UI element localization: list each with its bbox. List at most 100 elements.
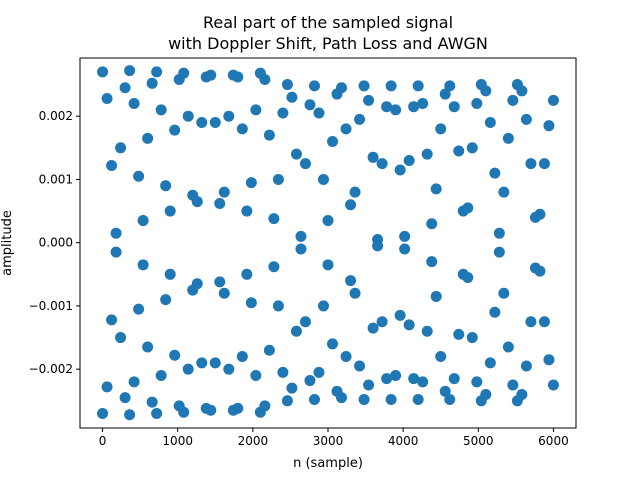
data-point bbox=[439, 88, 451, 100]
data-point bbox=[435, 351, 447, 363]
data-point bbox=[245, 177, 257, 189]
data-point bbox=[119, 392, 131, 404]
data-point bbox=[205, 69, 217, 81]
data-point bbox=[408, 101, 420, 113]
data-point bbox=[124, 409, 136, 421]
data-point bbox=[286, 382, 298, 394]
y-tick-label: 0.001 bbox=[39, 172, 73, 186]
chart-title-line2: with Doppler Shift, Path Loss and AWGN bbox=[168, 34, 488, 53]
data-point bbox=[412, 80, 424, 92]
x-tick-label: 6000 bbox=[538, 434, 569, 448]
data-point bbox=[516, 388, 528, 400]
data-point bbox=[498, 287, 510, 299]
data-point bbox=[489, 306, 501, 318]
data-point bbox=[115, 142, 127, 154]
data-point bbox=[268, 261, 280, 273]
data-point bbox=[507, 94, 519, 106]
data-point bbox=[286, 91, 298, 103]
data-point bbox=[151, 407, 163, 419]
data-point bbox=[232, 402, 244, 414]
data-point bbox=[142, 132, 154, 144]
y-tick-label: −0.002 bbox=[29, 362, 73, 376]
data-point bbox=[299, 158, 311, 170]
data-point bbox=[160, 294, 172, 306]
data-point bbox=[290, 148, 302, 160]
data-point bbox=[313, 366, 325, 378]
data-point bbox=[457, 205, 469, 217]
data-point bbox=[308, 394, 320, 406]
data-point bbox=[124, 65, 136, 77]
data-point bbox=[169, 349, 181, 361]
data-point bbox=[164, 205, 176, 217]
data-point bbox=[543, 354, 555, 366]
data-point bbox=[385, 394, 397, 406]
data-point bbox=[408, 373, 420, 385]
data-point bbox=[155, 104, 167, 116]
x-tick-label: 3000 bbox=[313, 434, 344, 448]
data-point bbox=[182, 363, 194, 375]
data-point bbox=[390, 370, 402, 381]
data-point bbox=[417, 376, 429, 388]
x-axis: 0 1000 2000 3000 4000 5000 6000 bbox=[99, 428, 569, 448]
data-point bbox=[466, 142, 478, 154]
data-point bbox=[507, 379, 519, 391]
data-point bbox=[430, 183, 442, 195]
data-point bbox=[525, 316, 537, 328]
data-point bbox=[236, 123, 248, 135]
data-point bbox=[106, 314, 118, 326]
data-point bbox=[241, 205, 253, 217]
data-point bbox=[372, 240, 384, 252]
data-point bbox=[502, 341, 514, 353]
scatter-marks bbox=[97, 65, 559, 421]
data-point bbox=[363, 94, 375, 106]
data-point bbox=[128, 376, 140, 388]
data-point bbox=[110, 227, 122, 239]
data-point bbox=[543, 120, 555, 132]
data-point bbox=[462, 271, 474, 283]
data-point bbox=[97, 66, 109, 78]
data-point bbox=[516, 85, 528, 97]
data-point bbox=[322, 215, 334, 227]
data-point bbox=[218, 186, 230, 198]
data-point bbox=[327, 338, 339, 350]
data-point bbox=[281, 79, 293, 91]
data-point bbox=[394, 309, 406, 321]
data-point bbox=[236, 351, 248, 363]
data-point bbox=[376, 158, 388, 170]
data-point bbox=[313, 107, 325, 119]
data-point bbox=[498, 186, 510, 198]
data-point bbox=[367, 151, 379, 163]
data-point bbox=[218, 287, 230, 299]
data-point bbox=[394, 164, 406, 176]
data-point bbox=[538, 316, 550, 328]
x-tick-label: 4000 bbox=[388, 434, 419, 448]
data-point bbox=[390, 104, 402, 116]
data-point bbox=[272, 173, 284, 185]
data-point bbox=[115, 332, 127, 344]
data-point bbox=[345, 199, 357, 211]
data-point bbox=[290, 325, 302, 337]
data-point bbox=[178, 67, 190, 79]
y-tick-label: 0.002 bbox=[39, 109, 73, 123]
data-point bbox=[327, 135, 339, 147]
data-point bbox=[232, 71, 244, 83]
data-point bbox=[250, 370, 262, 381]
data-point bbox=[101, 381, 113, 393]
data-point bbox=[205, 404, 217, 416]
data-point bbox=[245, 297, 257, 309]
data-point bbox=[295, 230, 307, 242]
data-point bbox=[381, 373, 393, 385]
data-point bbox=[317, 173, 329, 185]
data-point bbox=[399, 230, 411, 242]
data-point bbox=[471, 376, 483, 388]
data-point bbox=[376, 316, 388, 328]
data-point bbox=[358, 80, 370, 92]
data-point bbox=[119, 82, 131, 94]
data-point bbox=[349, 186, 361, 198]
data-point bbox=[547, 94, 559, 106]
data-point bbox=[520, 360, 532, 372]
data-point bbox=[178, 406, 190, 418]
data-point bbox=[308, 80, 320, 92]
data-point bbox=[214, 197, 226, 209]
